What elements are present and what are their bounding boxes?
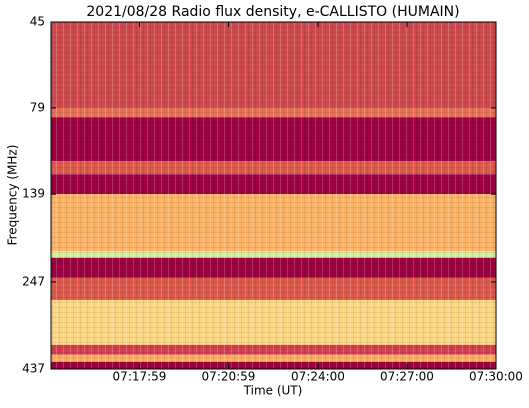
y-axis-title: Frequency (MHz) — [6, 145, 20, 246]
y-tick-label: 139 — [22, 187, 45, 201]
x-tick-label: 07:27:00 — [380, 370, 434, 384]
x-tick-label: 07:17:59 — [113, 370, 167, 384]
y-tick-label: 45 — [30, 15, 45, 29]
x-tick-label: 07:20:59 — [202, 370, 256, 384]
y-tick-label: 437 — [22, 362, 45, 376]
x-tick-label: 07:24:00 — [291, 370, 345, 384]
y-tick-label: 79 — [30, 100, 45, 114]
chart-title: 2021/08/28 Radio flux density, e-CALLIST… — [86, 4, 459, 20]
x-axis-title: Time (UT) — [243, 384, 303, 398]
texture — [51, 22, 496, 369]
plot-area — [51, 22, 496, 369]
y-tick-label: 247 — [22, 274, 45, 288]
plot-frame — [50, 21, 497, 370]
x-tick-label: 07:30:00 — [469, 370, 523, 384]
